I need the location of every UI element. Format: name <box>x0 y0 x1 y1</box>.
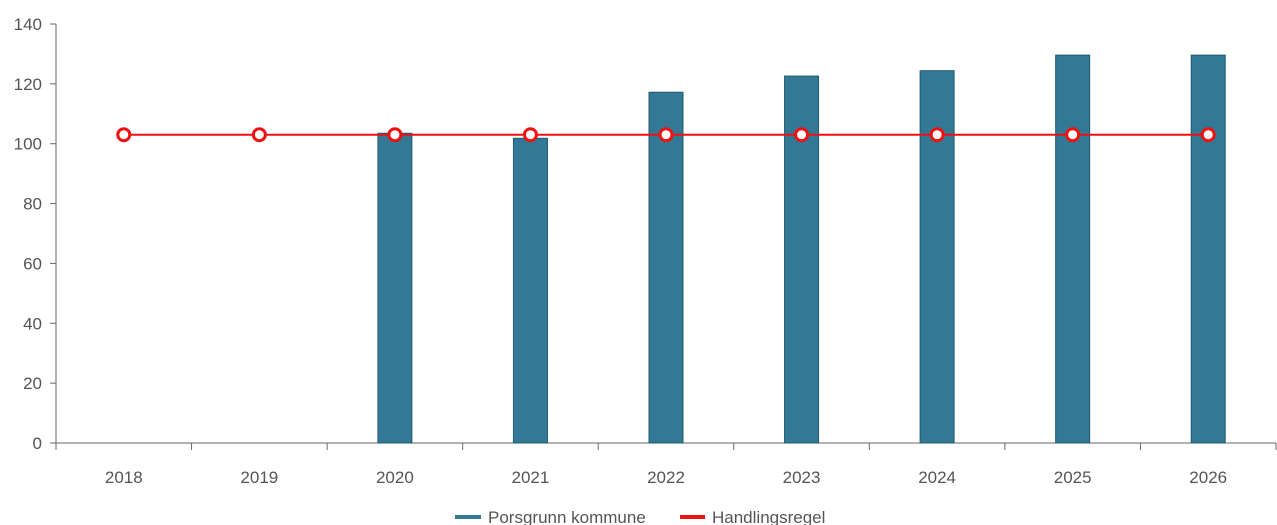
bar-2026 <box>1190 54 1226 444</box>
y-tick-label: 140 <box>14 15 42 34</box>
line-point-2023 <box>794 127 810 143</box>
x-tick-label: 2025 <box>1054 468 1092 487</box>
line-point-2019 <box>251 127 267 143</box>
bar-2021 <box>512 137 548 444</box>
bar-2022 <box>648 91 684 444</box>
bar-2025 <box>1055 54 1091 444</box>
legend-label-bar: Porsgrunn kommune <box>488 508 646 525</box>
legend-label-line: Handlingsregel <box>712 508 825 525</box>
x-tick-label: 2022 <box>647 468 685 487</box>
x-tick-label: 2021 <box>512 468 550 487</box>
line-point-2025 <box>1065 127 1081 143</box>
x-tick-label: 2018 <box>105 468 143 487</box>
x-tick-label: 2026 <box>1189 468 1227 487</box>
bars <box>377 54 1226 444</box>
y-tick-label: 120 <box>14 75 42 94</box>
line-point-2021 <box>522 127 538 143</box>
y-tick-label: 80 <box>23 195 42 214</box>
x-axis: 2018 2019 2020 2021 2022 2023 2024 2025 2026 <box>55 442 1277 487</box>
x-tick-label: 2024 <box>918 468 956 487</box>
line-point-2022 <box>658 127 674 143</box>
x-tick-label: 2019 <box>240 468 278 487</box>
y-tick-label: 20 <box>23 374 42 393</box>
y-tick-label: 60 <box>23 254 42 273</box>
legend: Porsgrunn kommune Handlingsregel <box>455 508 825 525</box>
y-tick-label: 40 <box>23 314 42 333</box>
bar-2024 <box>919 70 955 444</box>
line-point-2018 <box>116 127 132 143</box>
line-point-2026 <box>1200 127 1216 143</box>
line-point-2020 <box>387 127 403 143</box>
y-tick-label: 0 <box>33 434 42 453</box>
y-tick-label: 100 <box>14 135 42 154</box>
y-axis: 0 20 40 60 80 100 120 140 <box>14 15 57 453</box>
bar-2020 <box>377 132 413 444</box>
line-point-2024 <box>929 127 945 143</box>
x-tick-label: 2023 <box>783 468 821 487</box>
x-tick-label: 2020 <box>376 468 414 487</box>
line-series <box>116 127 1216 143</box>
